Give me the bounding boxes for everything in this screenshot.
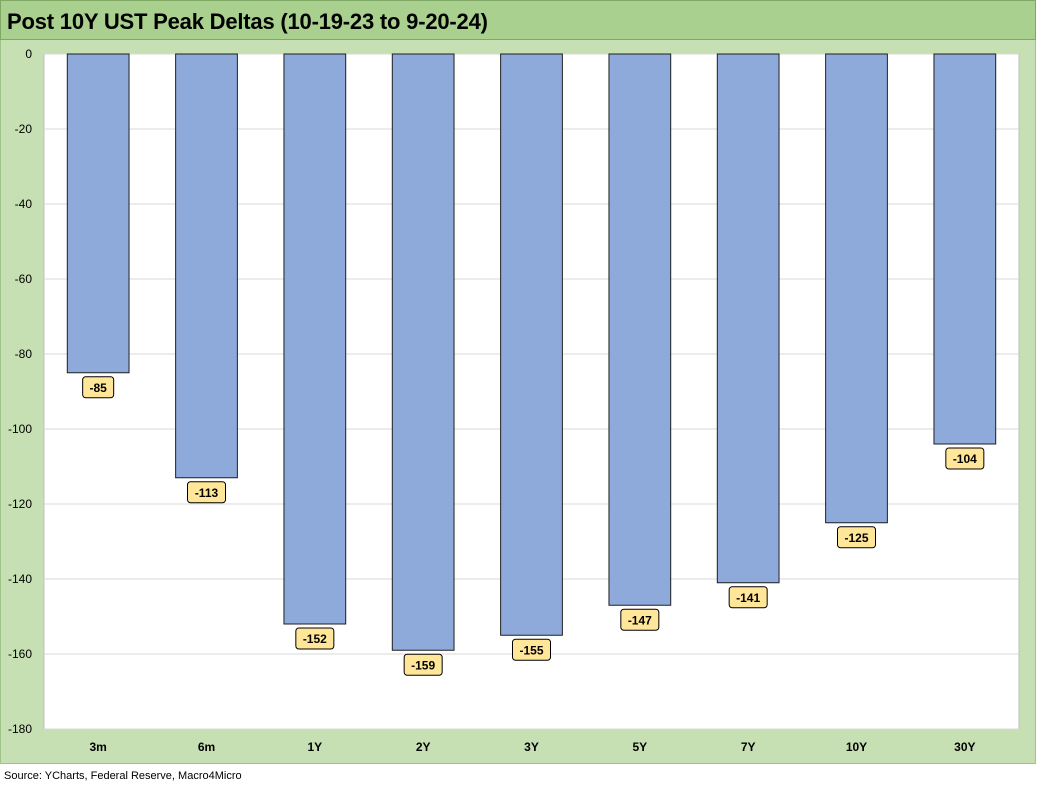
x-tick-label: 6m — [198, 740, 215, 754]
y-tick-label: -120 — [8, 497, 32, 511]
data-label: -85 — [89, 381, 107, 395]
data-label-box — [837, 526, 876, 549]
x-tick-label: 3Y — [524, 740, 539, 754]
bar-5Y — [608, 53, 672, 606]
data-label: -152 — [303, 632, 327, 646]
bar-10Y — [825, 53, 888, 524]
y-tick-label: -60 — [15, 272, 33, 286]
bar-6m — [175, 53, 238, 479]
bar-1Y — [283, 53, 347, 625]
x-tick-label: 5Y — [632, 740, 647, 754]
data-label: -147 — [628, 613, 652, 627]
x-axis-ticks: 3m 6m 1Y 2Y 3Y 5Y 7Y 10Y 30Y — [89, 740, 975, 754]
chart-title-bar: Post 10Y UST Peak Deltas (10-19-23 to 9-… — [0, 0, 1036, 40]
data-label-box — [512, 638, 551, 661]
bar-30Y — [933, 53, 997, 445]
y-tick-label: -40 — [15, 197, 33, 211]
bar-7Y — [716, 53, 780, 584]
y-tick-label: -20 — [15, 122, 33, 136]
x-tick-label: 3m — [89, 740, 106, 754]
bar-2Y — [391, 53, 455, 651]
data-label-box — [945, 447, 985, 470]
x-tick-label: 2Y — [416, 740, 431, 754]
y-tick-label: -140 — [8, 572, 32, 586]
data-label-box — [295, 627, 335, 650]
source-note: Source: YCharts, Federal Reserve, Macro4… — [4, 770, 242, 782]
bar-chart: 0 -20 -40 -60 -80 -100 -120 -140 -160 -180 3m 6m 1Y… — [8, 47, 1020, 754]
y-tick-label: 0 — [25, 47, 32, 61]
chart-title: Post 10Y UST Peak Deltas (10-19-23 to 9-… — [7, 9, 488, 34]
data-label: -125 — [844, 531, 868, 545]
y-tick-label: -180 — [8, 722, 32, 736]
data-label-box — [620, 608, 660, 631]
x-tick-label: 30Y — [954, 740, 975, 754]
data-label: -113 — [195, 486, 219, 500]
data-label-box — [728, 586, 768, 609]
y-tick-label: -100 — [8, 422, 32, 436]
y-axis-ticks: 0 -20 -40 -60 -80 -100 -120 -140 -160 -180 — [8, 47, 32, 736]
data-label: -141 — [736, 591, 760, 605]
x-tick-label: 10Y — [846, 740, 867, 754]
data-label-box — [403, 653, 443, 676]
data-label-box — [82, 376, 115, 399]
data-label: -104 — [953, 452, 977, 466]
data-label: -155 — [519, 643, 543, 657]
data-label: -159 — [411, 658, 435, 672]
bar-3Y — [500, 53, 563, 636]
bar-3m — [66, 53, 130, 374]
y-tick-label: -80 — [15, 347, 33, 361]
x-tick-label: 7Y — [741, 740, 756, 754]
bars — [66, 53, 997, 651]
data-label-box — [187, 481, 226, 504]
x-tick-label: 1Y — [307, 740, 322, 754]
y-tick-label: -160 — [8, 647, 32, 661]
data-labels: -85 -113 -152 -159 -155 -147 -141 -125 -104 — [82, 376, 985, 676]
